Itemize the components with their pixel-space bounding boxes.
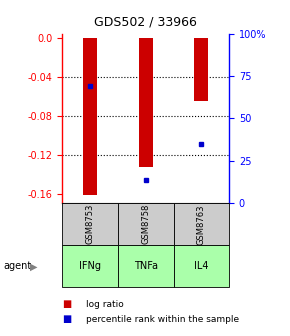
Text: GDS502 / 33966: GDS502 / 33966 xyxy=(94,15,196,28)
Text: IFNg: IFNg xyxy=(79,261,101,271)
Text: percentile rank within the sample: percentile rank within the sample xyxy=(86,315,239,324)
Text: log ratio: log ratio xyxy=(86,300,123,308)
Text: GSM8758: GSM8758 xyxy=(141,204,150,245)
Bar xyxy=(194,38,208,101)
Text: ▶: ▶ xyxy=(30,261,38,271)
Text: ■: ■ xyxy=(62,299,72,309)
Text: TNFa: TNFa xyxy=(134,261,158,271)
Text: GSM8763: GSM8763 xyxy=(197,204,206,245)
Text: GSM8753: GSM8753 xyxy=(86,204,95,245)
Text: IL4: IL4 xyxy=(194,261,209,271)
Text: agent: agent xyxy=(3,261,31,271)
Bar xyxy=(83,38,97,195)
Bar xyxy=(139,38,153,167)
Text: ■: ■ xyxy=(62,314,72,324)
